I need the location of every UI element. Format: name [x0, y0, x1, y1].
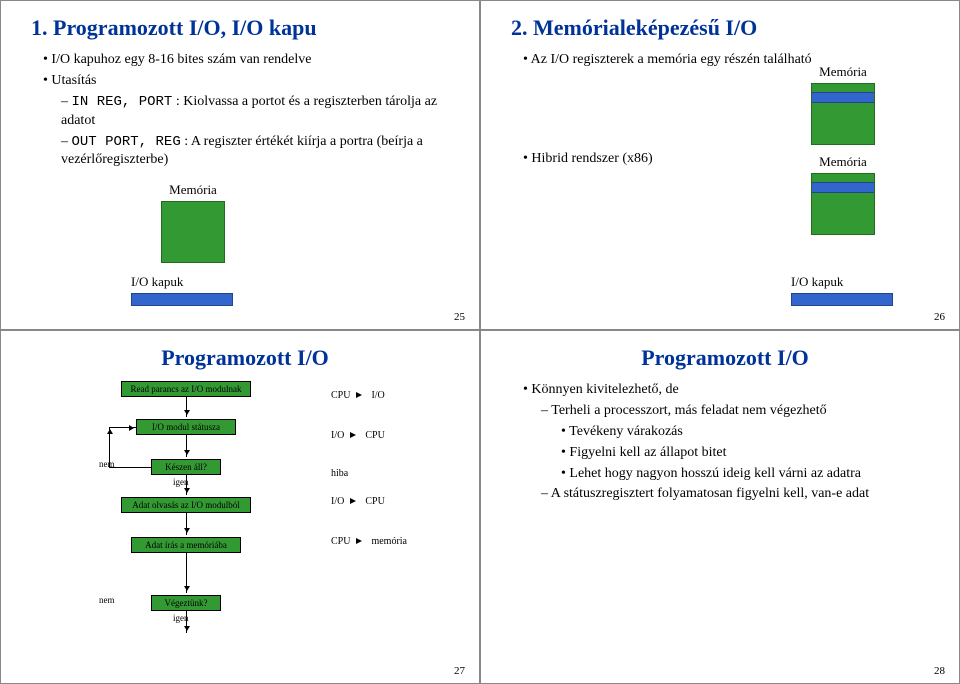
- memory-block: [161, 201, 225, 263]
- page-number: 27: [454, 665, 465, 677]
- bullet: Hibrid rendszer (x86): [523, 150, 939, 169]
- page-number: 28: [934, 665, 945, 677]
- bullet: Az I/O regiszterek a memória egy részén …: [523, 51, 939, 70]
- sub-sub-bullet: Figyelni kell az állapot bitet: [561, 444, 939, 463]
- flow-label-hiba: hiba: [331, 468, 348, 479]
- flow-annotations: CPUI/O I/OCPU hiba I/OCPU CPUmemória: [331, 381, 407, 671]
- sub-sub-bullet: Tevékeny várakozás: [561, 423, 939, 442]
- slide-body: I/O kapuhoz egy 8-16 bites szám van rend…: [31, 51, 459, 170]
- slide-body: Az I/O regiszterek a memória egy részén …: [511, 51, 939, 169]
- slide-25: 1. Programozott I/O, I/O kapu I/O kapuho…: [0, 0, 480, 330]
- io-block: [131, 293, 233, 306]
- flow-node: Végeztünk?: [151, 595, 221, 611]
- flowchart: Read parancs az I/O modulnak I/O modul s…: [51, 381, 331, 671]
- page-number: 25: [454, 311, 465, 323]
- slide-title: 2. Memórialeképezésű I/O: [511, 15, 939, 41]
- slide-27: Programozott I/O Read parancs az I/O mod…: [0, 330, 480, 684]
- sub-bullet: Terheli a processzort, más feladat nem v…: [541, 402, 939, 484]
- slide-title: Programozott I/O: [31, 345, 459, 371]
- io-label: I/O kapuk: [131, 273, 233, 291]
- memory-block: [811, 173, 875, 235]
- page-number: 26: [934, 311, 945, 323]
- flow-label-nem: nem: [99, 595, 115, 605]
- sub-bullet: IN REG, PORT : Kiolvassa a portot és a r…: [61, 93, 459, 131]
- io-label: I/O kapuk: [791, 273, 893, 291]
- memory-label: Memória: [811, 153, 875, 171]
- slide-title: 1. Programozott I/O, I/O kapu: [31, 15, 459, 41]
- flow-node: Készen áll?: [151, 459, 221, 475]
- io-block: [791, 293, 893, 306]
- slide-26: 2. Memórialeképezésű I/O Az I/O regiszte…: [480, 0, 960, 330]
- memory-block: [811, 83, 875, 145]
- flow-node: Adat írás a memóriába: [131, 537, 241, 553]
- flow-node: Read parancs az I/O modulnak: [121, 381, 251, 397]
- bullet: Könnyen kivitelezhető, de Terheli a proc…: [523, 381, 939, 504]
- flow-node: I/O modul státusza: [136, 419, 236, 435]
- bullet: I/O kapuhoz egy 8-16 bites szám van rend…: [43, 51, 459, 70]
- memory-label: Memória: [161, 181, 225, 199]
- memory-label: Memória: [811, 63, 875, 81]
- sub-sub-bullet: Lehet hogy nagyon hosszú ideig kell várn…: [561, 465, 939, 484]
- sub-bullet: OUT PORT, REG : A regiszter értékét kiír…: [61, 133, 459, 171]
- sub-bullet: A státuszregisztert folyamatosan figyeln…: [541, 485, 939, 504]
- slide-28: Programozott I/O Könnyen kivitelezhető, …: [480, 330, 960, 684]
- slide-title: Programozott I/O: [511, 345, 939, 371]
- bullet: Utasítás IN REG, PORT : Kiolvassa a port…: [43, 72, 459, 170]
- slide-body: Könnyen kivitelezhető, de Terheli a proc…: [511, 381, 939, 504]
- flow-node: Adat olvasás az I/O modulból: [121, 497, 251, 513]
